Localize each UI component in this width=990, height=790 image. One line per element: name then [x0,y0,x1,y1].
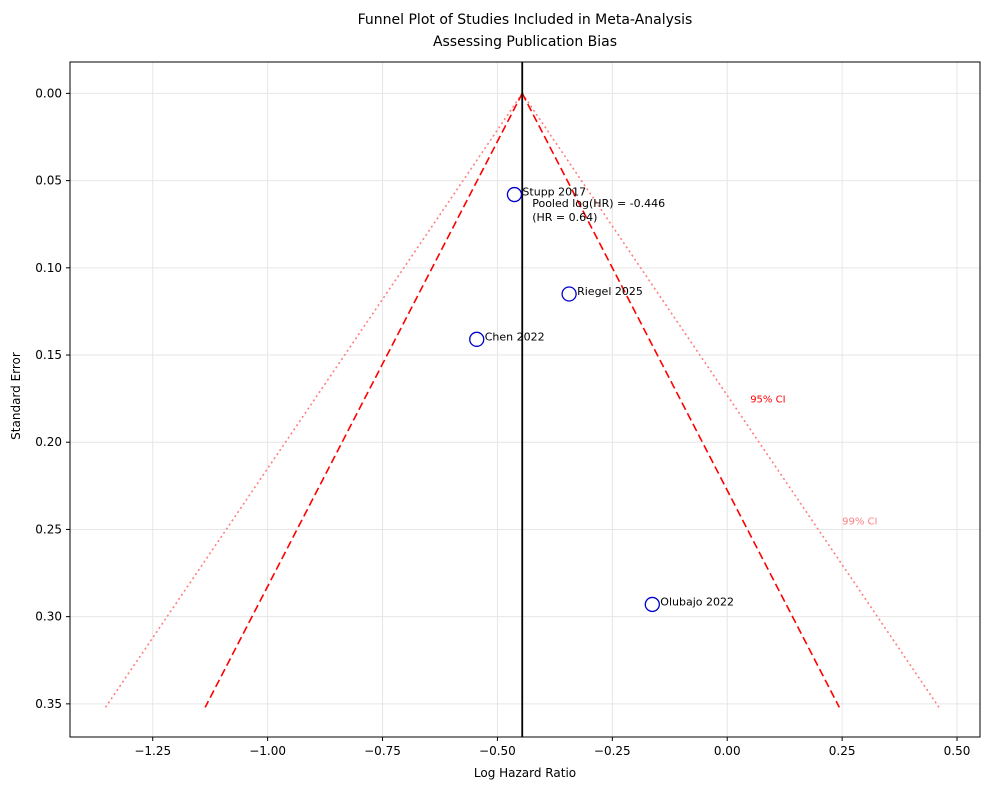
pooled-hr-label: (HR = 0.64) [532,211,597,224]
study-point [561,286,577,302]
x-tick-label: −1.00 [249,744,286,758]
ci95-right-line [521,93,841,708]
plot-area-frame [69,61,981,738]
95-ci-label: 95% CI [750,395,785,406]
study-label: Riegel 2025 [577,285,643,298]
chart-title-line-2: Assessing Publication Bias [433,34,617,50]
grid [70,62,980,737]
study-label: Chen 2022 [485,330,545,343]
x-tick-label: −0.25 [594,744,631,758]
pooled-estimate-label: Pooled log(HR) = -0.446 [532,197,665,210]
ci95-left-line [204,93,523,708]
y-axis: 0.00 0.05 0.10 0.15 0.20 0.25 0.30 0.35 [35,86,70,711]
y-tick-label: 0.10 [35,261,62,275]
funnel-lines [104,92,940,708]
x-tick-label: −1.25 [134,744,171,758]
y-tick-label: 0.00 [35,86,62,100]
x-tick-label: −0.50 [479,744,516,758]
x-axis: −1.25 −1.00 −0.75 −0.50 −0.25 0.00 0.25 0.50 [134,737,970,758]
x-tick-label: −0.75 [364,744,401,758]
y-tick-label: 0.05 [35,174,62,188]
study-label: Stupp 2017 [522,186,586,199]
ci99-right-line [521,92,940,708]
study-point [506,186,523,203]
y-tick-label: 0.15 [35,348,62,362]
x-axis-label: Log Hazard Ratio [474,766,576,780]
annotations: Stupp 2017 Riegel 2025 Chen 2022 Olubajo 20… [485,186,878,609]
y-tick-label: 0.30 [35,610,62,624]
99-ci-label: 99% CI [842,517,877,528]
chart-title-line-1: Funnel Plot of Studies Included in Meta-… [358,12,693,28]
study-point [644,596,660,613]
study-label: Olubajo 2022 [660,595,734,608]
x-tick-label: 0.50 [944,744,971,758]
study-point [469,331,485,347]
x-tick-label: 0.00 [714,744,741,758]
ci99-left-line [104,92,523,708]
x-tick-label: 0.25 [829,744,856,758]
y-tick-label: 0.20 [35,435,62,449]
y-axis-label: Standard Error [9,352,23,440]
y-tick-label: 0.25 [35,522,62,536]
study-points [469,186,660,613]
y-tick-label: 0.35 [35,697,62,711]
